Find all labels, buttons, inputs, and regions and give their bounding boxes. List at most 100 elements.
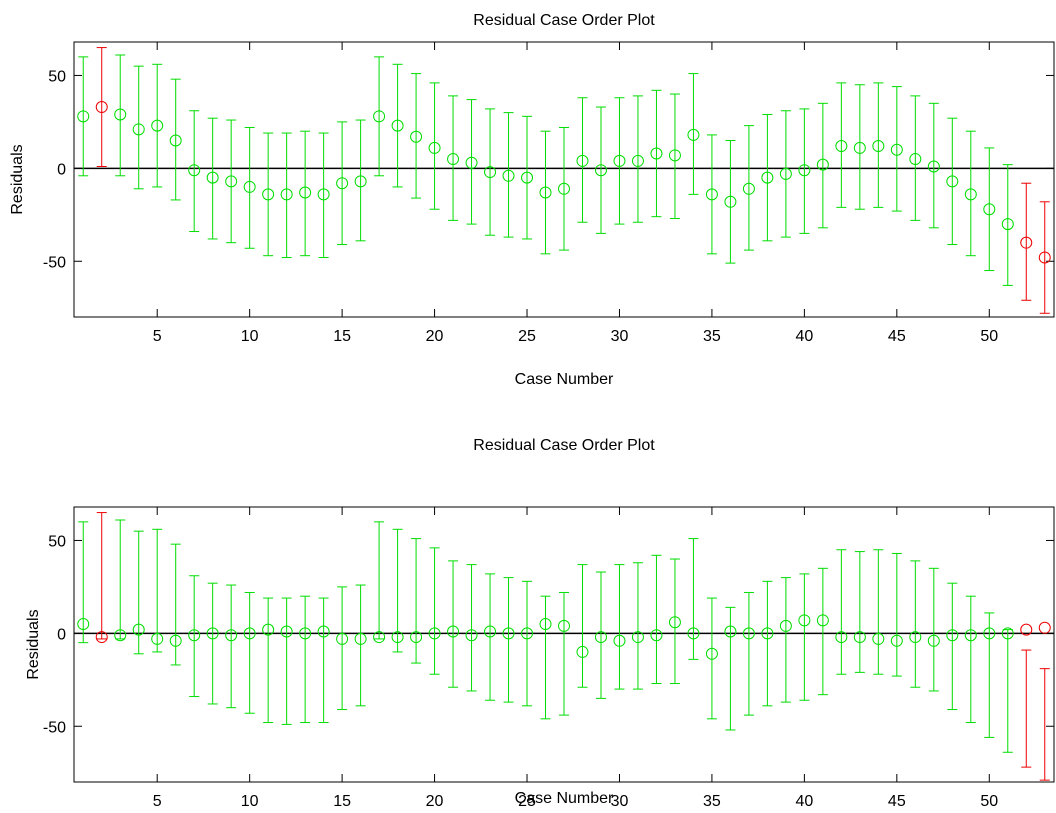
residual-marker xyxy=(354,632,367,645)
residual-point xyxy=(983,612,996,738)
residual-marker xyxy=(779,167,792,180)
residual-point xyxy=(853,84,866,210)
residual-point xyxy=(151,63,164,188)
residual-point xyxy=(225,584,238,709)
residual-point xyxy=(465,564,478,692)
residual-point xyxy=(169,543,182,666)
residual-point xyxy=(188,575,201,698)
residual-marker xyxy=(558,182,570,195)
residual-marker xyxy=(410,631,423,644)
residual-point xyxy=(613,564,626,690)
x-tick-label: 25 xyxy=(518,328,536,345)
residual-point xyxy=(742,591,755,716)
residual-marker xyxy=(188,629,201,642)
residual-point xyxy=(132,65,145,190)
residual-point xyxy=(77,56,90,177)
residual-point xyxy=(299,595,312,724)
residual-point xyxy=(428,547,441,675)
axes-box xyxy=(73,41,1055,318)
outlier-point xyxy=(1020,182,1033,301)
residual-point xyxy=(225,119,238,244)
residual-point xyxy=(262,132,275,257)
residual-point xyxy=(835,549,848,675)
residual-point xyxy=(465,99,478,225)
residual-point xyxy=(77,521,90,644)
residual-marker xyxy=(539,618,552,631)
residual-point xyxy=(946,582,959,711)
x-tick-label: 30 xyxy=(611,328,629,345)
y-axis-label: Residuals xyxy=(25,609,42,679)
y-tick-label: -50 xyxy=(43,719,66,736)
residual-point xyxy=(521,580,534,707)
residual-point xyxy=(779,577,792,703)
residual-marker xyxy=(872,140,885,153)
residual-marker xyxy=(964,188,977,201)
chart-title: Residual Case Order Plot xyxy=(473,12,655,29)
residual-marker xyxy=(576,645,589,658)
residual-marker xyxy=(169,134,182,147)
residual-point xyxy=(761,113,774,242)
x-tick-label: 10 xyxy=(241,328,259,345)
y-tick-label: -50 xyxy=(43,254,66,271)
x-tick-label: 20 xyxy=(426,328,444,345)
residual-point xyxy=(853,551,866,673)
x-tick-label: 35 xyxy=(703,328,721,345)
x-tick-label: 45 xyxy=(888,328,906,345)
residual-marker xyxy=(909,631,922,644)
chart-title: Residual Case Order Plot xyxy=(473,437,655,454)
residual-marker xyxy=(373,631,386,644)
residual-marker xyxy=(169,634,182,647)
residual-point xyxy=(872,82,885,208)
residual-marker xyxy=(225,175,238,188)
x-axis-label: Case Number xyxy=(515,790,614,807)
residual-point xyxy=(668,93,681,220)
residual-marker xyxy=(890,143,903,156)
residual-marker xyxy=(724,195,737,208)
residual-point xyxy=(447,560,460,688)
residual-marker xyxy=(613,154,626,167)
residual-point xyxy=(280,597,293,725)
x-tick-label: 15 xyxy=(333,328,351,345)
residual-point xyxy=(299,130,312,257)
residual-point xyxy=(336,121,349,246)
residual-marker xyxy=(558,619,570,632)
residual-point xyxy=(835,82,848,208)
residual-marker xyxy=(188,164,201,177)
residual-point xyxy=(872,549,885,675)
residual-point xyxy=(354,584,367,707)
residual-marker xyxy=(890,634,903,647)
residual-marker xyxy=(151,119,164,132)
residual-marker xyxy=(114,629,127,642)
residual-point xyxy=(132,530,145,655)
x-tick-label: 15 xyxy=(333,793,351,810)
residual-marker xyxy=(539,186,552,199)
residual-point xyxy=(521,115,534,240)
residual-point xyxy=(594,106,607,234)
residual-marker xyxy=(428,627,441,640)
residual-marker xyxy=(964,629,977,642)
residual-marker xyxy=(1020,236,1033,249)
residual-point xyxy=(798,108,811,234)
residual-marker xyxy=(594,631,607,644)
residual-point xyxy=(631,95,644,223)
y-tick-label: 0 xyxy=(57,161,66,178)
residual-point xyxy=(502,112,515,238)
residual-marker xyxy=(77,618,90,631)
residual-marker xyxy=(391,119,404,132)
residual-marker xyxy=(114,108,127,121)
residual-marker xyxy=(465,156,478,169)
residual-marker xyxy=(317,188,330,201)
residual-point xyxy=(539,595,552,720)
residual-marker xyxy=(705,188,718,201)
x-tick-label: 35 xyxy=(703,793,721,810)
residual-marker xyxy=(668,616,681,629)
residual-marker xyxy=(816,614,829,627)
residual-marker xyxy=(835,631,848,644)
residual-marker xyxy=(613,634,626,647)
residual-marker xyxy=(410,130,423,143)
residual-marker xyxy=(594,164,607,177)
residual-point xyxy=(373,521,386,644)
residual-marker xyxy=(650,147,663,160)
residual-marker xyxy=(1020,623,1033,636)
x-tick-label: 10 xyxy=(241,793,259,810)
